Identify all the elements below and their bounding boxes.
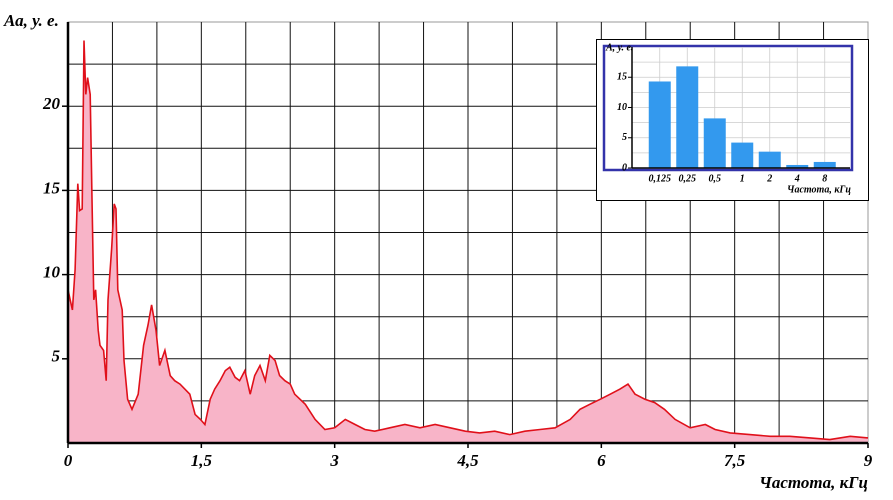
y-tick-label: 10 [43, 263, 61, 282]
x-tick-label: 0,5 [709, 173, 722, 184]
x-tick-label: 9 [864, 451, 873, 470]
bar [676, 66, 699, 168]
y-axis-label: Аа, у. е. [3, 11, 59, 30]
inset-border [602, 44, 854, 172]
x-tick-label: 7,5 [724, 451, 746, 470]
bar [813, 161, 836, 168]
x-tick-label: 6 [597, 451, 606, 470]
spectrum-line [67, 40, 869, 441]
x-tick-label: 0,25 [679, 173, 697, 184]
x-tick-label: 1,5 [191, 451, 213, 470]
inset-chart: А, у. е. Частота, кГц 0,125 0,25 0,5 1 2 4 8 0 5… [596, 39, 869, 201]
bar [731, 142, 754, 168]
y-tick-label: 5 [622, 132, 627, 143]
inset-y-axis-label: А, у. е. [605, 42, 633, 53]
y-tick-label: 20 [42, 94, 61, 113]
bar [758, 151, 781, 168]
x-tick-label: 1 [740, 173, 745, 184]
x-tick-label: 4,5 [456, 451, 479, 470]
bar [786, 164, 809, 168]
x-axis-label: Частота, кГц [759, 473, 868, 492]
y-tick-label: 15 [43, 178, 61, 197]
x-tick-label: 0 [64, 451, 73, 470]
y-tick-label: 15 [617, 72, 627, 83]
y-tick-label: 0 [622, 162, 627, 173]
y-tick-label: 10 [617, 102, 627, 113]
inset-x-axis-label: Частота, кГц [787, 184, 851, 195]
x-tick-label: 3 [329, 451, 339, 470]
bar [703, 118, 726, 168]
x-tick-label: 0,125 [649, 173, 672, 184]
y-tick-label: 5 [52, 347, 61, 366]
x-tick-label: 2 [766, 173, 772, 184]
x-tick-label: 8 [822, 173, 827, 184]
x-tick-label: 4 [794, 173, 800, 184]
area-fill [68, 40, 868, 443]
bar [648, 81, 671, 168]
grid [68, 22, 868, 443]
